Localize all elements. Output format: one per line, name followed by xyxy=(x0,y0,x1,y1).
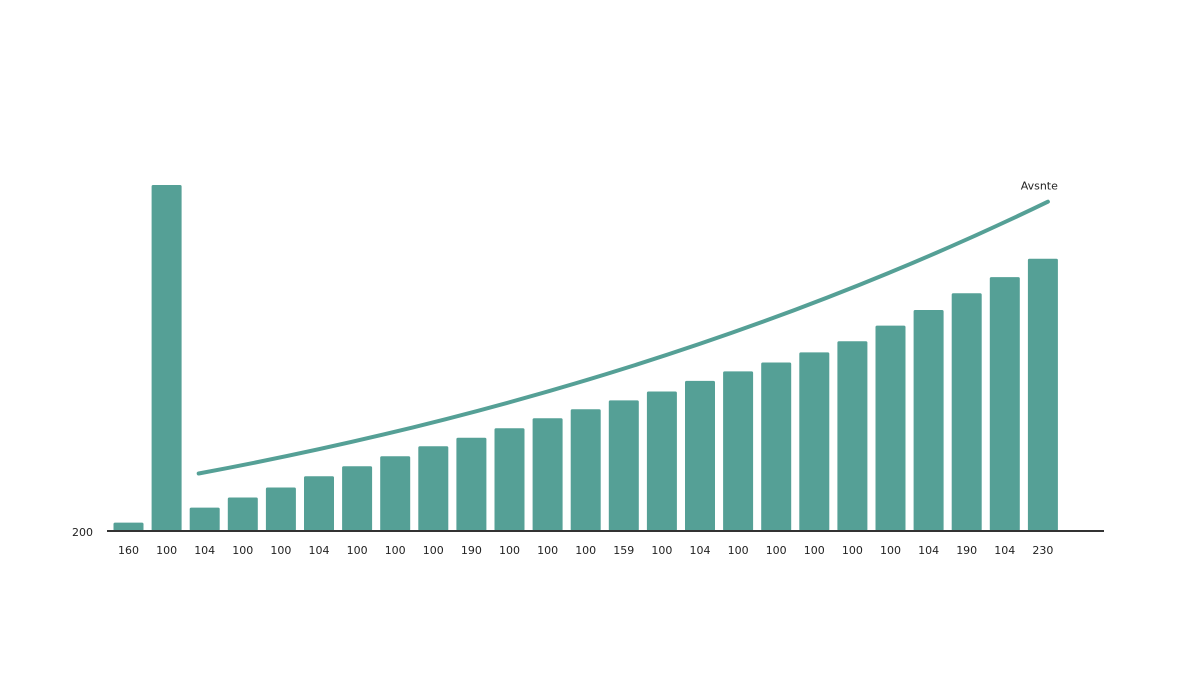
x-tick-label: 100 xyxy=(880,544,901,557)
x-tick-label: 100 xyxy=(651,544,672,557)
bar-19 xyxy=(837,341,868,531)
x-tick-label: 190 xyxy=(461,544,482,557)
bar-1 xyxy=(151,185,182,531)
x-tick-label: 100 xyxy=(232,544,253,557)
x-tick-label: 160 xyxy=(118,544,139,557)
bar-21 xyxy=(913,310,944,531)
x-tick-label: 100 xyxy=(842,544,863,557)
x-tick-label: 100 xyxy=(728,544,749,557)
bar-5 xyxy=(304,476,334,531)
x-tick-label: 100 xyxy=(156,544,177,557)
x-tick-label: 104 xyxy=(690,544,711,557)
x-tick-label: 100 xyxy=(270,544,291,557)
bar-23 xyxy=(989,277,1020,531)
x-tick-label: 159 xyxy=(613,544,634,557)
bar-10 xyxy=(494,428,525,531)
x-tick-label: 100 xyxy=(575,544,596,557)
bar-22 xyxy=(951,293,982,531)
bar-12 xyxy=(570,409,601,531)
x-tick-label: 190 xyxy=(956,544,977,557)
y-tick-label: 200 xyxy=(72,526,93,539)
bar-8 xyxy=(418,446,449,531)
bar-11 xyxy=(532,418,563,531)
bar-17 xyxy=(761,362,792,531)
bar-18 xyxy=(799,352,830,531)
bar-16 xyxy=(723,371,754,531)
bar-9 xyxy=(456,437,487,531)
x-tick-labels: 160 100 104 100 100 104 100 100 100 190 100 100 100 1… xyxy=(118,544,1053,557)
x-tick-label: 230 xyxy=(1032,544,1053,557)
x-tick-label: 100 xyxy=(537,544,558,557)
bar-3 xyxy=(227,497,258,531)
bar-7 xyxy=(380,456,411,531)
bar-4 xyxy=(265,487,296,531)
bar-6 xyxy=(342,466,373,531)
bar-0 xyxy=(113,522,144,531)
x-tick-label: 100 xyxy=(499,544,520,557)
bar-14 xyxy=(646,391,677,531)
bar-20 xyxy=(875,325,906,531)
x-tick-label: 100 xyxy=(804,544,825,557)
bars-group xyxy=(113,185,1058,531)
x-tick-label: 104 xyxy=(918,544,939,557)
bar-13 xyxy=(608,400,639,531)
bar-2 xyxy=(189,507,220,531)
x-tick-label: 100 xyxy=(423,544,444,557)
x-tick-label: 100 xyxy=(385,544,406,557)
trend-label: Avsnte xyxy=(1021,180,1058,193)
bar-24 xyxy=(1027,258,1058,531)
trend-line xyxy=(196,199,1050,476)
bar-15 xyxy=(685,380,715,531)
x-tick-label: 104 xyxy=(309,544,330,557)
x-tick-label: 104 xyxy=(994,544,1015,557)
x-tick-label: 100 xyxy=(766,544,787,557)
x-tick-label: 100 xyxy=(347,544,368,557)
x-tick-label: 104 xyxy=(194,544,215,557)
